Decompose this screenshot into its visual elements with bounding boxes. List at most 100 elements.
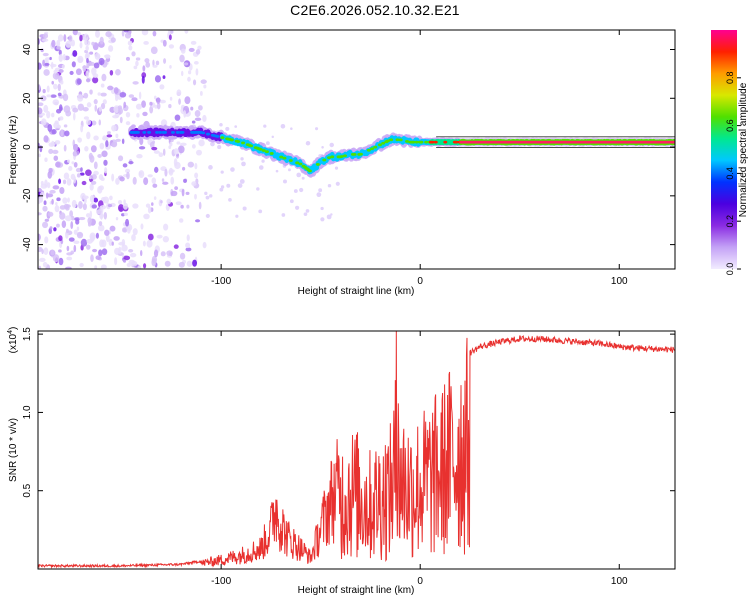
- noise-blob: [275, 169, 279, 173]
- noise-blob: [121, 30, 125, 37]
- noise-blob: [101, 73, 107, 82]
- noise-blob: [138, 91, 142, 100]
- noise-blob: [59, 212, 66, 220]
- noise-blob: [115, 94, 119, 102]
- noise-blob: [180, 204, 184, 209]
- noise-blob: [58, 49, 62, 56]
- noise-blob: [166, 250, 173, 256]
- spectrogram-y-ticks: -40 -20 0 20 40: [22, 44, 675, 252]
- noise-blob: [162, 39, 167, 47]
- noise-blob: [239, 179, 245, 184]
- noise-blob: [185, 191, 190, 196]
- snr-x-axis-label: Height of straight line (km): [298, 585, 415, 596]
- noise-blob: [111, 241, 114, 246]
- noise-blob: [296, 172, 302, 178]
- noise-blob: [97, 154, 102, 158]
- ridge-core: [398, 138, 403, 142]
- noise-blob: [175, 201, 182, 206]
- noise-blob: [335, 181, 340, 186]
- noise-blob: [194, 193, 197, 200]
- noise-blob: [105, 140, 109, 148]
- spectrogram-y-axis-label: Frequency (Hz): [8, 116, 19, 185]
- noise-blob: [57, 92, 62, 97]
- noise-blob: [62, 93, 69, 102]
- noise-blob: [41, 248, 44, 255]
- noise-blob: [186, 260, 193, 267]
- noise-blob: [94, 104, 98, 112]
- noise-blob: [38, 84, 41, 91]
- noise-blob: [83, 33, 89, 41]
- noise-blob: [320, 206, 324, 211]
- noise-blob: [132, 228, 138, 236]
- noise-blob: [55, 161, 61, 168]
- noise-blob: [52, 72, 60, 80]
- noise-blob: [97, 186, 103, 194]
- noise-blob: [49, 226, 53, 230]
- noise-blob: [82, 65, 87, 72]
- noise-blob: [52, 149, 59, 155]
- noise-blob: [118, 204, 125, 212]
- noise-blob: [99, 205, 103, 211]
- noise-blob: [135, 103, 142, 110]
- noise-blob: [289, 199, 294, 204]
- noise-blob: [153, 150, 160, 154]
- noise-blob: [118, 241, 125, 246]
- ridge-core: [430, 140, 435, 144]
- ridge-core: [414, 140, 419, 144]
- noise-blob: [168, 104, 172, 109]
- spectrogram-frame: [37, 29, 676, 270]
- noise-blob: [195, 219, 201, 223]
- noise-blob: [73, 240, 80, 245]
- noise-blob: [94, 265, 98, 269]
- noise-blob: [49, 63, 57, 68]
- noise-blob: [93, 161, 98, 170]
- noise-blob: [78, 200, 83, 209]
- noise-blob: [97, 92, 101, 96]
- noise-blob: [86, 58, 89, 64]
- noise-blob: [65, 40, 72, 48]
- noise-blob: [305, 140, 311, 146]
- noise-blob: [65, 228, 69, 234]
- noise-blob: [52, 254, 60, 263]
- noise-blob: [169, 141, 173, 147]
- ridge-core: [411, 140, 416, 144]
- noise-blob: [315, 127, 319, 131]
- noise-blob: [152, 59, 155, 67]
- noise-blob: [198, 139, 205, 147]
- noise-blob: [173, 244, 179, 249]
- noise-blob: [100, 103, 106, 110]
- ridge-core: [433, 140, 438, 144]
- noise-blob: [288, 168, 291, 172]
- noise-blob: [128, 94, 135, 98]
- noise-blob: [98, 106, 103, 112]
- noise-blob: [305, 209, 310, 213]
- noise-blob: [73, 150, 77, 157]
- noise-blob: [76, 173, 81, 178]
- noise-blob: [149, 101, 153, 106]
- noise-blob: [113, 236, 120, 241]
- noise-blob: [101, 150, 108, 158]
- noise-blob: [112, 115, 119, 119]
- noise-blob: [122, 259, 127, 263]
- noise-blob: [191, 181, 197, 187]
- noise-blob: [100, 177, 105, 181]
- noise-blob: [158, 152, 164, 158]
- noise-blob: [179, 54, 185, 63]
- noise-blob: [168, 34, 172, 41]
- noise-blob: [150, 46, 158, 55]
- noise-blob: [153, 196, 157, 200]
- noise-blob: [142, 65, 146, 72]
- noise-blob: [43, 135, 49, 143]
- ridge-core: [358, 152, 363, 156]
- noise-blob: [282, 179, 287, 184]
- ridge-core: [389, 138, 394, 142]
- noise-blob: [119, 91, 127, 98]
- noise-blob: [106, 134, 113, 138]
- noise-blob: [153, 249, 159, 258]
- noise-blob: [132, 176, 137, 185]
- noise-blob: [85, 119, 91, 126]
- noise-blob: [81, 180, 87, 186]
- noise-blob: [46, 110, 51, 119]
- ridge-core: [315, 163, 320, 166]
- noise-blob: [124, 32, 132, 39]
